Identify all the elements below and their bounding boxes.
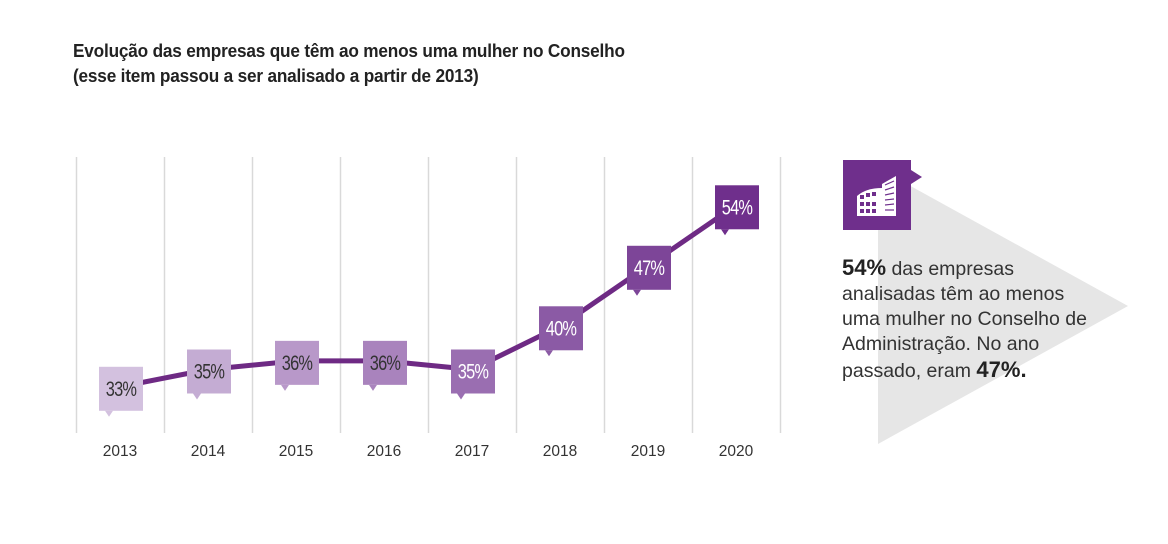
data-point-2015: 36%	[275, 340, 319, 391]
callout-arrow-shape	[878, 168, 1128, 444]
data-label: 47%	[634, 256, 665, 279]
data-label: 40%	[546, 316, 577, 339]
building-tower	[882, 176, 896, 216]
chart-title: Evolução das empresas que têm ao menos u…	[73, 38, 625, 88]
data-point-2016: 36%	[363, 340, 407, 391]
data-label-box	[627, 245, 671, 290]
data-label-box	[363, 340, 407, 385]
building-icon	[843, 160, 922, 230]
data-label-pointer	[105, 410, 113, 417]
data-label-box	[99, 366, 143, 411]
x-tick-label: 2020	[719, 443, 754, 460]
x-axis-ticks: 2013 2014 2015 2016 2017 2018 2019 2020	[103, 443, 754, 460]
data-point-2020: 54%	[715, 185, 759, 236]
data-point-2014: 35%	[187, 349, 231, 400]
x-tick-label: 2018	[543, 443, 577, 460]
data-label-pointer	[369, 384, 377, 391]
data-label-box	[539, 306, 583, 351]
x-tick-label: 2014	[191, 443, 226, 460]
data-label: 33%	[106, 377, 137, 400]
callout-highlight-current: 54%	[842, 255, 887, 280]
x-tick-label: 2016	[367, 443, 401, 460]
x-tick-label: 2019	[631, 443, 665, 460]
data-label: 35%	[458, 360, 489, 383]
data-labels: 33% 35% 36% 36% 35% 40% 47% 54%	[99, 185, 759, 417]
data-label-pointer	[633, 289, 641, 296]
data-label-box	[275, 340, 319, 385]
chart-title-line1: Evolução das empresas que têm ao menos u…	[73, 40, 625, 61]
x-tick-label: 2013	[103, 443, 137, 460]
callout-text: 54% das empresas analisadas têm ao menos…	[842, 255, 1102, 384]
data-label: 36%	[282, 351, 313, 374]
x-tick-label: 2017	[455, 443, 489, 460]
data-label-pointer	[281, 384, 289, 391]
data-label-box	[715, 185, 759, 230]
data-label: 54%	[722, 195, 753, 218]
data-label-pointer	[457, 393, 465, 400]
data-label: 35%	[194, 360, 225, 383]
x-tick-label: 2015	[279, 443, 313, 460]
callout-body: das empresas analisadas têm ao menos uma…	[842, 258, 1087, 382]
data-label: 36%	[370, 351, 401, 374]
data-label-pointer	[721, 229, 729, 236]
data-label-pointer	[193, 393, 201, 400]
icon-pointer	[911, 170, 922, 184]
data-point-2013: 33%	[99, 366, 143, 417]
data-point-2019: 47%	[627, 245, 671, 296]
callout-highlight-previous: 47%.	[976, 357, 1027, 382]
chart-title-line2: (esse item passou a ser analisado a part…	[73, 65, 479, 86]
data-point-2017: 35%	[451, 349, 495, 400]
data-label-box	[451, 349, 495, 394]
data-label-box	[187, 349, 231, 394]
data-point-2018: 40%	[539, 306, 583, 357]
data-label-pointer	[545, 350, 553, 357]
